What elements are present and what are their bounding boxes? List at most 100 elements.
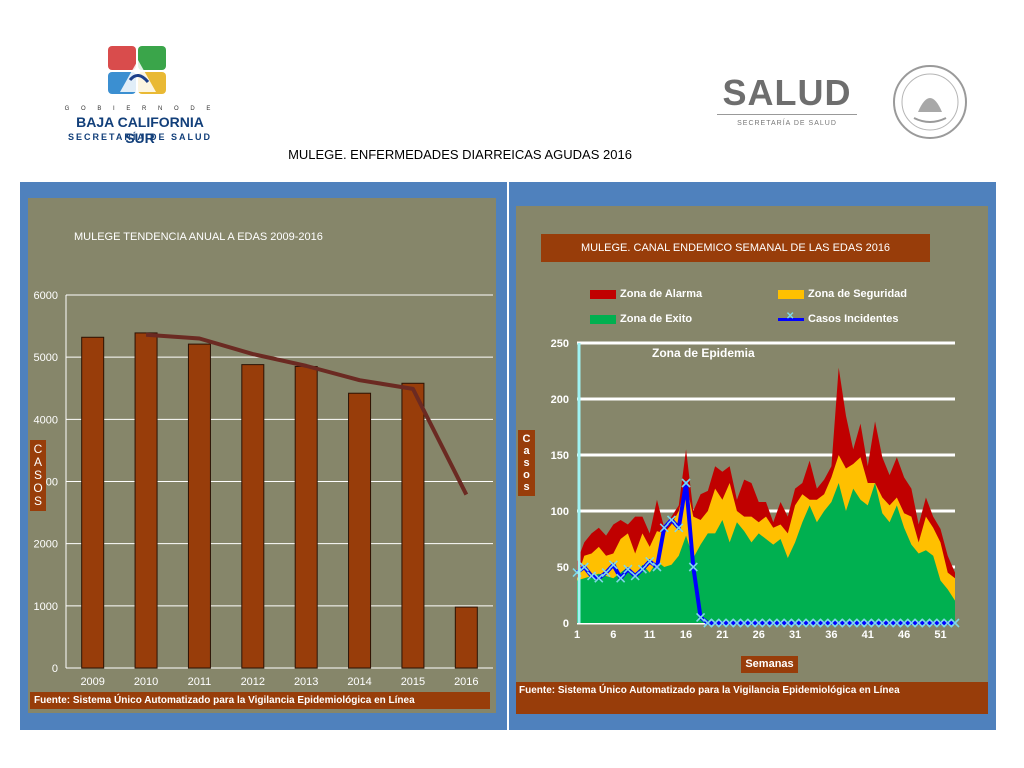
casos-point bbox=[812, 618, 822, 628]
legend-exito-swatch bbox=[590, 314, 616, 324]
casos-point bbox=[848, 618, 858, 628]
casos-point bbox=[826, 618, 836, 628]
right-y-tick: 250 bbox=[551, 338, 569, 350]
casos-point bbox=[630, 571, 640, 581]
casos-point bbox=[623, 564, 633, 574]
casos-point bbox=[775, 618, 786, 628]
left-y-tick: 1000 bbox=[34, 601, 58, 613]
casos-point bbox=[805, 618, 815, 628]
casos-marker-stroke bbox=[725, 618, 735, 628]
left-bar bbox=[401, 382, 425, 669]
y-label-char: a bbox=[523, 445, 530, 457]
casos-marker-stroke bbox=[754, 618, 764, 628]
casos-marker-stroke bbox=[863, 618, 873, 628]
casos-point bbox=[943, 618, 953, 628]
casos-point bbox=[717, 618, 727, 628]
casos-marker-stroke bbox=[594, 573, 604, 583]
casos-marker-stroke bbox=[659, 523, 669, 533]
left-bar bbox=[348, 392, 372, 669]
casos-marker-stroke bbox=[870, 618, 880, 628]
left-y-tick: 0 bbox=[52, 663, 58, 675]
right-y-tick: 50 bbox=[557, 562, 569, 574]
legend-seguridad-swatch bbox=[778, 289, 804, 299]
casos-point bbox=[645, 556, 655, 566]
legend-alarma-label: Zona de Alarma bbox=[620, 288, 703, 300]
right-chart-title: MULEGE. CANAL ENDEMICO SEMANAL DE LAS ED… bbox=[541, 234, 930, 262]
casos-marker-stroke bbox=[739, 618, 749, 628]
casos-marker-stroke bbox=[681, 478, 691, 488]
right-areas bbox=[577, 367, 955, 623]
casos-point bbox=[921, 618, 931, 628]
casos-point bbox=[732, 618, 742, 628]
left-bar bbox=[187, 343, 211, 669]
casos-marker-stroke bbox=[696, 612, 706, 622]
casos-marker-stroke bbox=[855, 618, 866, 628]
casos-marker-stroke bbox=[914, 618, 924, 628]
left-bar bbox=[81, 336, 105, 669]
left-y-tick: 6000 bbox=[34, 290, 58, 302]
right-x-tick: 6 bbox=[610, 629, 616, 641]
casos-marker-stroke bbox=[848, 618, 858, 628]
casos-point bbox=[608, 560, 618, 570]
left-x-tick: 2009 bbox=[80, 676, 104, 688]
left-chart-title: MULEGE TENDENCIA ANUAL A EDAS 2009-2016 bbox=[74, 231, 323, 243]
right-x-tick: 41 bbox=[862, 629, 874, 641]
left-x-tick: 2010 bbox=[134, 676, 158, 688]
casos-point bbox=[783, 618, 793, 628]
y-label-char: A bbox=[33, 455, 42, 469]
left-x-tick: 2012 bbox=[241, 676, 265, 688]
left-x-tick: 2015 bbox=[401, 676, 425, 688]
casos-point bbox=[863, 618, 873, 628]
legend-alarma-swatch bbox=[590, 289, 616, 299]
y-label-char: s bbox=[523, 481, 530, 493]
casos-point bbox=[579, 562, 589, 572]
casos-point bbox=[725, 618, 735, 628]
casos-point bbox=[601, 568, 611, 578]
area-zona-exito bbox=[577, 483, 955, 623]
casos-marker-stroke bbox=[746, 618, 757, 628]
right-casos bbox=[572, 478, 960, 628]
right-y-tick: 200 bbox=[551, 394, 569, 406]
casos-point bbox=[885, 618, 895, 628]
casos-marker-stroke bbox=[768, 618, 778, 628]
casos-marker-stroke bbox=[608, 560, 618, 570]
legend-alarma: Zona de Alarma bbox=[590, 288, 702, 300]
right-source-note: Fuente: Sistema Único Automatizado para … bbox=[516, 682, 988, 714]
casos-marker-stroke bbox=[703, 618, 713, 628]
left-y-tick: 5000 bbox=[34, 352, 58, 364]
bcs-emblem-icon bbox=[108, 46, 166, 94]
legend-casos: Casos Incidentes bbox=[778, 311, 898, 325]
y-label-char: o bbox=[523, 469, 530, 481]
casos-point bbox=[594, 573, 604, 583]
casos-marker-stroke bbox=[645, 556, 655, 566]
salud-divider bbox=[717, 114, 857, 115]
right-x-tick: 31 bbox=[789, 629, 801, 641]
casos-marker-stroke bbox=[710, 618, 720, 628]
casos-marker-stroke bbox=[579, 562, 589, 572]
state-secretariat: SECRETARÍA DE SALUD bbox=[67, 132, 212, 142]
casos-marker-stroke bbox=[630, 571, 640, 581]
right-x-axis-label: Semanas bbox=[741, 656, 798, 673]
casos-point bbox=[819, 618, 829, 628]
casos-marker-stroke bbox=[674, 523, 684, 533]
casos-point bbox=[681, 478, 691, 488]
y-label-char: C bbox=[33, 442, 43, 456]
casos-marker-stroke bbox=[812, 618, 822, 628]
zone-epidemia-label: Zona de Epidemia bbox=[652, 346, 755, 360]
left-x-tick: 2016 bbox=[454, 676, 478, 688]
casos-point bbox=[586, 571, 597, 581]
right-x-tick: 16 bbox=[680, 629, 692, 641]
left-y-tick: 4000 bbox=[34, 414, 58, 426]
casos-marker-stroke bbox=[921, 618, 931, 628]
casos-point bbox=[768, 618, 778, 628]
casos-point bbox=[710, 618, 720, 628]
left-bar bbox=[134, 332, 158, 669]
casos-marker-stroke bbox=[805, 618, 815, 628]
casos-point bbox=[616, 573, 626, 583]
casos-point bbox=[674, 523, 684, 533]
casos-marker-stroke bbox=[652, 562, 662, 572]
casos-marker-stroke bbox=[790, 618, 800, 628]
